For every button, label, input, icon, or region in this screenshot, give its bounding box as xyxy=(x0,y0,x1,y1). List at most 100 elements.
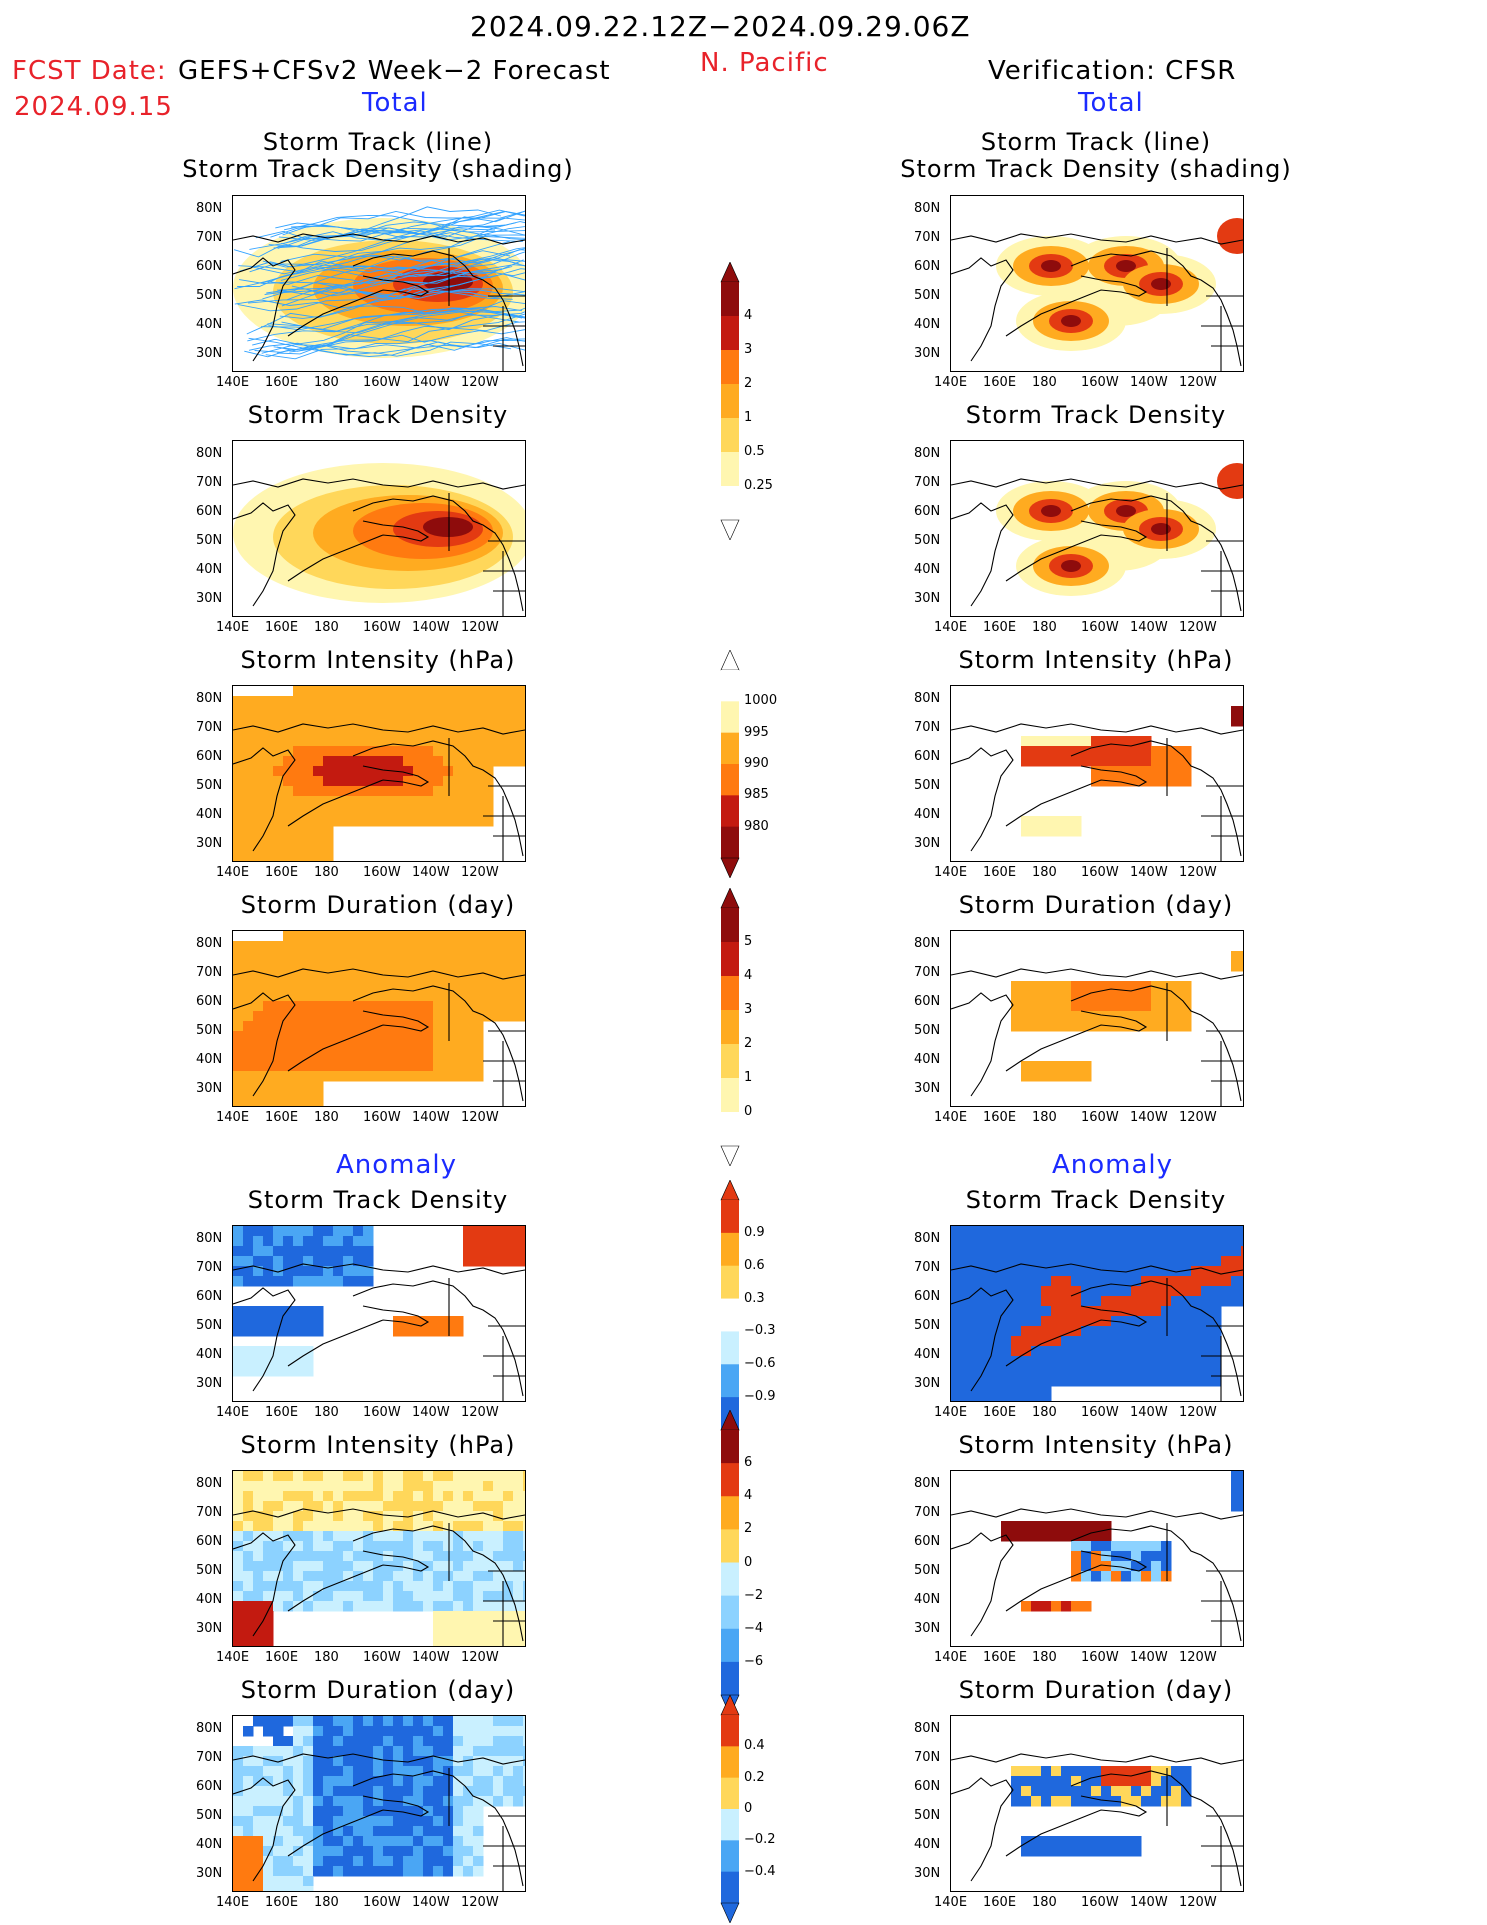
grid-cell xyxy=(483,726,494,737)
colorbar-label: 1 xyxy=(744,410,753,425)
grid-cell xyxy=(343,931,354,942)
grid-cell xyxy=(333,1471,344,1482)
grid-cell xyxy=(253,1571,264,1582)
lat-tick-label: 70N xyxy=(196,965,223,980)
grid-cell xyxy=(1041,1061,1052,1072)
grid-cell xyxy=(443,1756,454,1767)
grid-cell xyxy=(413,1716,424,1727)
grid-cell xyxy=(1131,1541,1142,1552)
grid-cell xyxy=(443,806,454,817)
grid-cell xyxy=(403,1866,414,1877)
grid-cell xyxy=(333,1561,344,1572)
grid-cell xyxy=(1081,1521,1092,1532)
grid-cell xyxy=(483,1786,494,1797)
grid-cell xyxy=(1221,1296,1232,1307)
grid-cell xyxy=(333,1236,344,1247)
grid-cell xyxy=(1231,1471,1242,1482)
grid-cell xyxy=(1161,1786,1172,1797)
shading-blob xyxy=(1217,218,1243,254)
grid-cell xyxy=(523,1796,525,1807)
lat-tick-label: 80N xyxy=(914,1231,941,1246)
grid-cell xyxy=(403,1796,414,1807)
grid-cell xyxy=(1181,1376,1192,1387)
grid-cell xyxy=(1221,1226,1232,1237)
grid-cell xyxy=(263,1541,274,1552)
lat-tick-label: 60N xyxy=(914,1779,941,1794)
grid-cell xyxy=(363,756,374,767)
grid-cell xyxy=(1061,1316,1072,1327)
grid-cell xyxy=(1111,1001,1122,1012)
grid-cell xyxy=(303,836,314,847)
grid-cell xyxy=(503,1776,514,1787)
grid-cell xyxy=(483,806,494,817)
grid-cell xyxy=(303,1561,314,1572)
grid-cell xyxy=(971,1366,982,1377)
grid-cell xyxy=(1091,1836,1102,1847)
colorbar-label: −0.6 xyxy=(744,1356,776,1372)
grid-cell xyxy=(373,1481,384,1492)
grid-cell xyxy=(243,706,254,717)
grid-cell xyxy=(1041,1601,1052,1612)
grid-cell xyxy=(263,1061,274,1072)
grid-cell xyxy=(1071,1776,1082,1787)
grid-cell xyxy=(403,1031,414,1042)
grid-cell xyxy=(333,1746,344,1757)
grid-cell xyxy=(313,1326,324,1337)
grid-cell xyxy=(413,756,424,767)
grid-cell xyxy=(423,1501,434,1512)
grid-cell xyxy=(233,706,244,717)
grid-cell xyxy=(373,991,384,1002)
grid-cell xyxy=(433,1471,444,1482)
grid-cell xyxy=(1051,1266,1062,1277)
grid-cell xyxy=(433,1021,444,1032)
grid-cell xyxy=(1241,706,1243,717)
lon-tick-label: 140E xyxy=(216,1650,250,1665)
grid-cell xyxy=(273,1511,284,1522)
grid-cell xyxy=(253,1631,264,1642)
lon-tick-label: 120W xyxy=(1179,620,1217,635)
grid-cell xyxy=(323,1266,334,1277)
grid-cell xyxy=(1011,1296,1022,1307)
grid-cell xyxy=(503,756,514,767)
grid-cell xyxy=(243,1326,254,1337)
grid-cell xyxy=(353,1521,364,1532)
grid-cell xyxy=(1101,1336,1112,1347)
grid-cell xyxy=(443,1726,454,1737)
grid-cell xyxy=(263,941,274,952)
grid-cell xyxy=(303,766,314,777)
grid-cell xyxy=(1151,1541,1162,1552)
grid-cell xyxy=(433,1501,444,1512)
grid-cell xyxy=(353,1031,364,1042)
map-panel-left-duration xyxy=(232,930,526,1107)
grid-cell xyxy=(523,991,525,1002)
grid-cell xyxy=(353,766,364,777)
grid-cell xyxy=(233,1491,244,1502)
grid-cell xyxy=(1041,981,1052,992)
grid-cell xyxy=(293,1011,304,1022)
grid-cell xyxy=(443,1591,454,1602)
grid-cell xyxy=(243,1081,254,1092)
grid-cell xyxy=(283,1011,294,1022)
grid-cell xyxy=(233,1856,244,1867)
grid-cell xyxy=(343,1501,354,1512)
grid-cell xyxy=(403,1716,414,1727)
grid-cell xyxy=(463,816,474,827)
grid-cell xyxy=(243,1501,254,1512)
grid-cell xyxy=(1161,1776,1172,1787)
grid-cell xyxy=(323,1746,334,1757)
grid-cell xyxy=(303,1746,314,1757)
lat-tick-label: 60N xyxy=(196,994,223,1009)
grid-cell xyxy=(293,1276,304,1287)
grid-cell xyxy=(363,696,374,707)
grid-cell xyxy=(293,991,304,1002)
lon-tick-label: 160E xyxy=(265,1405,299,1420)
grid-cell xyxy=(253,1856,264,1867)
grid-cell xyxy=(961,1366,972,1377)
grid-cell xyxy=(1021,1336,1032,1347)
coastline xyxy=(1005,1795,1148,1857)
grid-cell xyxy=(443,1041,454,1052)
grid-cell xyxy=(1111,1226,1122,1237)
grid-cell xyxy=(1181,991,1192,1002)
grid-cell xyxy=(253,1621,264,1632)
grid-cell xyxy=(433,971,444,982)
